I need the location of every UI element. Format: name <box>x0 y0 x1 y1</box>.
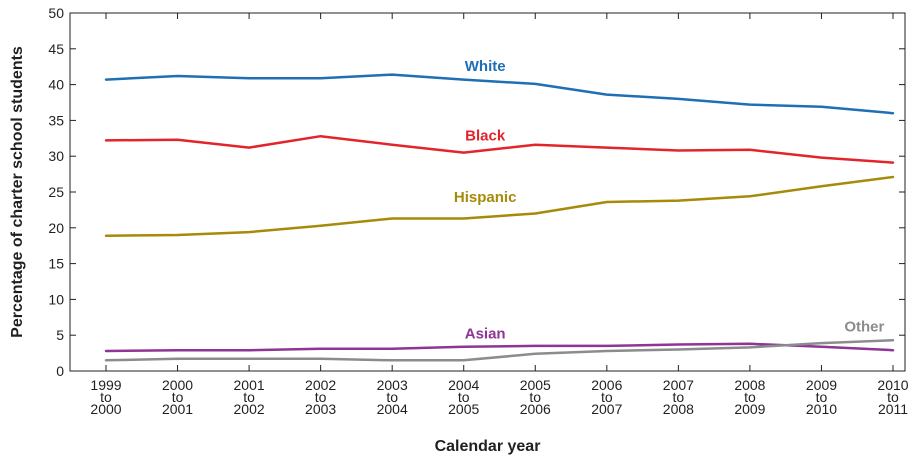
y-tick-label: 20 <box>48 220 64 236</box>
axis-ticks <box>70 12 905 372</box>
x-tick-label-line: 2008 <box>663 401 694 417</box>
series-line-asian <box>104 342 895 353</box>
x-tick-label: 2001 to 2002 <box>234 377 265 417</box>
y-axis-title: Percentage of charter school students <box>9 46 26 338</box>
series-label-asian: Asian <box>465 325 506 342</box>
x-tick-label-line: to <box>816 389 828 405</box>
x-tick-label-line: to <box>673 389 685 405</box>
x-tick-label-line: 2001 <box>162 401 193 417</box>
x-tick-label-line: 2010 <box>877 377 908 393</box>
x-tick-label: 2010 to 2011 <box>877 377 908 417</box>
series-label-hispanic: Hispanic <box>454 189 517 206</box>
x-tick-label-line: 2004 <box>377 401 408 417</box>
x-tick-label-line: 2007 <box>663 377 694 393</box>
series-labels: White Black Hispanic Asian Other <box>454 58 885 343</box>
x-tick-label-line: to <box>315 389 327 405</box>
x-tick-label: 2009 to 2010 <box>806 377 837 417</box>
x-tick-label-line: 2000 <box>162 377 193 393</box>
x-tick-label-line: 2002 <box>234 401 265 417</box>
y-tick-label: 50 <box>48 5 64 21</box>
y-tick-labels: 0 5 10 15 20 25 30 35 40 45 50 <box>48 5 64 379</box>
x-tick-label: 2005 to 2006 <box>520 377 551 417</box>
x-tick-label: 2007 to 2008 <box>663 377 694 417</box>
x-tick-label-line: to <box>529 389 541 405</box>
x-tick-label: 2006 to 2007 <box>591 377 622 417</box>
plot-frame <box>69 12 906 372</box>
series-line-black <box>104 134 895 164</box>
x-tick-label-line: to <box>458 389 470 405</box>
y-tick-label: 25 <box>48 184 64 200</box>
x-tick-label: 2003 to 2004 <box>377 377 408 417</box>
x-tick-label-line: 2005 <box>520 377 551 393</box>
x-tick-label-line: 2010 <box>806 401 837 417</box>
y-tick-label: 5 <box>56 327 64 343</box>
x-tick-label-line: 2007 <box>591 401 622 417</box>
x-tick-label: 2008 to 2009 <box>734 377 765 417</box>
series-label-white: White <box>465 58 506 75</box>
x-tick-label-line: 2006 <box>520 401 551 417</box>
x-tick-label-line: 2009 <box>806 377 837 393</box>
series-label-black: Black <box>465 127 506 144</box>
x-tick-label-line: 2011 <box>878 401 908 417</box>
x-tick-label-line: 2006 <box>591 377 622 393</box>
x-tick-label-line: to <box>386 389 398 405</box>
x-tick-label-line: to <box>100 389 112 405</box>
x-tick-label-line: 2001 <box>234 377 265 393</box>
y-tick-label: 30 <box>48 148 64 164</box>
series-line-hispanic <box>104 175 895 237</box>
x-tick-label-line: to <box>601 389 613 405</box>
x-axis-title: Calendar year <box>435 438 541 455</box>
x-tick-label-line: to <box>887 389 899 405</box>
x-tick-label-line: to <box>744 389 756 405</box>
x-tick-label-line: 2003 <box>305 401 336 417</box>
y-tick-label: 10 <box>48 291 64 307</box>
x-tick-label-line: 2000 <box>90 401 121 417</box>
x-tick-label: 2000 to 2001 <box>162 377 193 417</box>
series-lines <box>104 73 895 362</box>
x-tick-label-line: 1999 <box>90 377 121 393</box>
x-tick-label: 1999 to 2000 <box>90 377 121 417</box>
x-tick-label-line: to <box>243 389 255 405</box>
series-line-white <box>104 73 895 115</box>
x-tick-label: 2002 to 2003 <box>305 377 336 417</box>
x-tick-label-line: 2009 <box>734 401 765 417</box>
x-tick-label-line: 2005 <box>448 401 479 417</box>
x-tick-label-line: to <box>172 389 184 405</box>
x-tick-label-line: 2003 <box>377 377 408 393</box>
y-tick-label: 15 <box>48 256 64 272</box>
x-tick-label-line: 2008 <box>734 377 765 393</box>
x-tick-label-line: 2004 <box>448 377 479 393</box>
y-tick-label: 0 <box>56 363 64 379</box>
x-tick-label-line: 2002 <box>305 377 336 393</box>
series-line-other <box>104 338 895 362</box>
y-tick-label: 45 <box>48 41 64 57</box>
series-label-other: Other <box>844 318 884 335</box>
x-tick-label: 2004 to 2005 <box>448 377 479 417</box>
y-tick-label: 40 <box>48 77 64 93</box>
y-tick-label: 35 <box>48 112 64 128</box>
